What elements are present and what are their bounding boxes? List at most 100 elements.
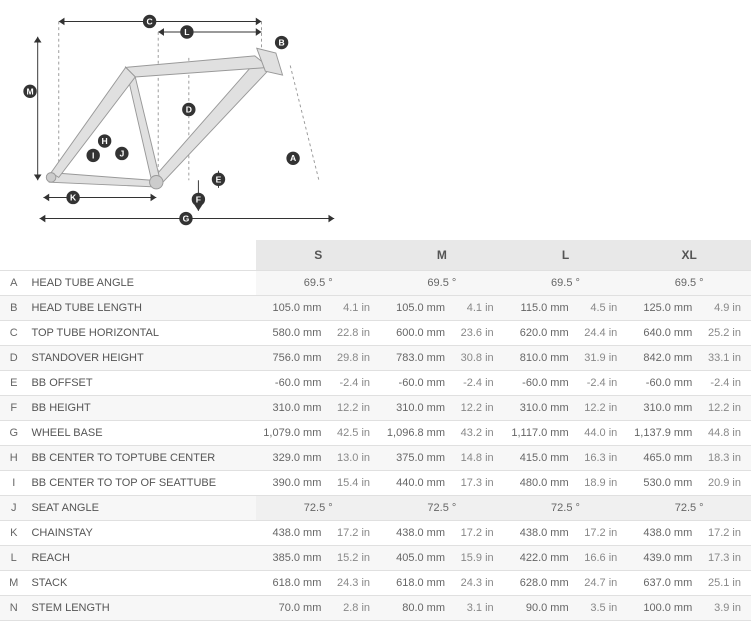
row-name: BB CENTER TO TOP OF SEATTUBE [27,471,256,496]
value-in: 15.9 in [451,546,504,571]
size-l: L [504,240,628,271]
value-mm: -60.0 mm [504,371,575,396]
row-letter: M [0,571,27,596]
marker-c: C [143,15,156,28]
value-mm: 310.0 mm [256,396,327,421]
value-mm: 628.0 mm [504,571,575,596]
value-in: 3.5 in [575,596,628,621]
value-mm: 810.0 mm [504,346,575,371]
value-mm: 310.0 mm [504,396,575,421]
value-deg: 72.5 ° [504,496,628,521]
value-mm: 390.0 mm [256,471,327,496]
geometry-table: S M L XL AHEAD TUBE ANGLE69.5 °69.5 °69.… [0,240,751,621]
value-in: 4.1 in [327,296,380,321]
value-mm: 70.0 mm [256,596,327,621]
value-in: 17.2 in [575,521,628,546]
value-mm: 1,137.9 mm [627,421,698,446]
row-letter: F [0,396,27,421]
value-mm: -60.0 mm [256,371,327,396]
value-mm: 80.0 mm [380,596,451,621]
geometry-row-a: AHEAD TUBE ANGLE69.5 °69.5 °69.5 °69.5 ° [0,271,751,296]
value-mm: 125.0 mm [627,296,698,321]
value-deg: 69.5 ° [504,271,628,296]
row-letter: B [0,296,27,321]
value-in: 12.2 in [451,396,504,421]
row-name: WHEEL BASE [27,421,256,446]
value-deg: 72.5 ° [256,496,380,521]
row-name: STANDOVER HEIGHT [27,346,256,371]
row-name: STACK [27,571,256,596]
geometry-row-d: DSTANDOVER HEIGHT756.0 mm29.8 in783.0 mm… [0,346,751,371]
marker-g: G [179,212,192,225]
value-mm: 756.0 mm [256,346,327,371]
value-mm: 405.0 mm [380,546,451,571]
marker-a: A [286,152,299,165]
value-in: -2.4 in [575,371,628,396]
svg-text:A: A [290,153,296,163]
value-deg: 72.5 ° [380,496,504,521]
geometry-row-c: CTOP TUBE HORIZONTAL580.0 mm22.8 in600.0… [0,321,751,346]
value-in: -2.4 in [698,371,751,396]
value-in: 16.6 in [575,546,628,571]
marker-i: I [86,149,99,162]
svg-text:M: M [26,86,33,96]
row-letter: D [0,346,27,371]
size-m: M [380,240,504,271]
row-letter: I [0,471,27,496]
value-in: 4.1 in [451,296,504,321]
value-in: 42.5 in [327,421,380,446]
value-in: 17.2 in [451,521,504,546]
value-in: 44.0 in [575,421,628,446]
value-mm: 90.0 mm [504,596,575,621]
svg-text:K: K [70,192,77,202]
value-mm: 580.0 mm [256,321,327,346]
row-letter: H [0,446,27,471]
value-in: 25.2 in [698,321,751,346]
value-mm: 115.0 mm [504,296,575,321]
value-in: 4.9 in [698,296,751,321]
value-in: 17.2 in [698,521,751,546]
row-letter: L [0,546,27,571]
marker-m: M [23,85,36,98]
value-in: 30.8 in [451,346,504,371]
value-in: 24.7 in [575,571,628,596]
value-mm: 1,079.0 mm [256,421,327,446]
bike-frame [46,48,282,189]
value-mm: 375.0 mm [380,446,451,471]
value-in: 3.9 in [698,596,751,621]
geometry-row-f: FBB HEIGHT310.0 mm12.2 in310.0 mm12.2 in… [0,396,751,421]
value-in: 17.3 in [451,471,504,496]
geometry-table-section: S M L XL AHEAD TUBE ANGLE69.5 °69.5 °69.… [0,240,751,621]
value-mm: 1,096.8 mm [380,421,451,446]
svg-text:C: C [146,16,152,26]
geometry-row-g: GWHEEL BASE1,079.0 mm42.5 in1,096.8 mm43… [0,421,751,446]
svg-text:B: B [278,38,284,48]
value-mm: 480.0 mm [504,471,575,496]
geometry-row-e: EBB OFFSET-60.0 mm-2.4 in-60.0 mm-2.4 in… [0,371,751,396]
svg-text:E: E [216,174,222,184]
value-mm: 105.0 mm [256,296,327,321]
value-in: -2.4 in [451,371,504,396]
marker-d: D [182,103,195,116]
value-mm: 637.0 mm [627,571,698,596]
marker-e: E [212,173,225,186]
value-mm: 438.0 mm [627,521,698,546]
row-letter: C [0,321,27,346]
value-mm: 422.0 mm [504,546,575,571]
geometry-row-k: KCHAINSTAY438.0 mm17.2 in438.0 mm17.2 in… [0,521,751,546]
value-mm: 105.0 mm [380,296,451,321]
value-in: 12.2 in [327,396,380,421]
value-in: 4.5 in [575,296,628,321]
row-name: TOP TUBE HORIZONTAL [27,321,256,346]
value-mm: 618.0 mm [256,571,327,596]
value-mm: 100.0 mm [627,596,698,621]
value-mm: 415.0 mm [504,446,575,471]
size-header-row: S M L XL [0,240,751,271]
value-in: 25.1 in [698,571,751,596]
value-mm: 618.0 mm [380,571,451,596]
value-in: 24.4 in [575,321,628,346]
value-in: 18.9 in [575,471,628,496]
value-mm: 310.0 mm [627,396,698,421]
row-name: REACH [27,546,256,571]
value-in: 16.3 in [575,446,628,471]
